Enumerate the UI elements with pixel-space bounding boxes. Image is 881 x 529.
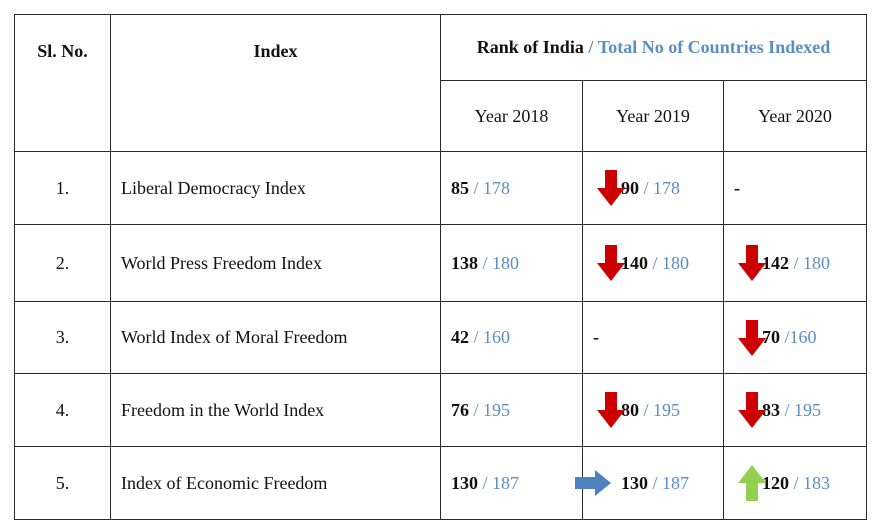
india-rank: 130 xyxy=(451,472,478,493)
no-data-dash: - xyxy=(734,177,740,198)
year-2020-cell: 142 / 180 xyxy=(723,224,867,302)
total-countries: / 195 xyxy=(643,399,681,420)
india-rank: 142 xyxy=(762,252,789,273)
red-down-arrow-icon xyxy=(597,392,625,428)
header-row-2: Year 2018 Year 2019 Year 2020 xyxy=(15,80,867,152)
year-2019-cell: 80 / 195 xyxy=(582,373,724,447)
red-down-arrow-icon xyxy=(738,319,766,356)
header-row-1: Sl. No. Index Rank of India / Total No o… xyxy=(14,14,867,152)
year-2018-cell: 138 / 180 xyxy=(440,224,583,302)
table-row: 1. Liberal Democracy Index 85 / 178 90 / 17… xyxy=(14,151,867,225)
year-2019-cell: 130 / 187 xyxy=(575,446,724,520)
red-down-arrow-icon xyxy=(597,245,625,281)
rank-value-group: 85 / 178 xyxy=(451,178,510,199)
no-data-dash: - xyxy=(593,327,599,347)
rank-value-group: 140 / 180 xyxy=(593,253,689,274)
year-2018-cell: 76 / 195 xyxy=(440,373,583,447)
year-2018-cell: 85 / 178 xyxy=(440,151,583,225)
rank-value-group: 76 / 195 xyxy=(451,400,510,421)
year-2018-cell: 130 / 187 xyxy=(440,446,583,520)
total-countries: / 187 xyxy=(652,472,690,493)
total-countries: / 187 xyxy=(482,472,520,493)
year-2020-cell: 83 / 195 xyxy=(723,373,867,447)
year-2019-cell: - xyxy=(582,301,724,374)
index-name: World Index of Moral Freedom xyxy=(110,301,441,374)
total-countries: / 178 xyxy=(643,177,681,198)
india-rank: 42 xyxy=(451,327,469,347)
serial-number: 3. xyxy=(14,301,111,374)
serial-number: 5. xyxy=(14,446,111,520)
total-countries: / 195 xyxy=(784,399,822,420)
serial-number: 2. xyxy=(14,224,111,302)
index-name: World Press Freedom Index xyxy=(110,224,441,302)
year-2019-cell: 140 / 180 xyxy=(582,224,724,302)
serial-number: 1. xyxy=(14,151,111,225)
rank-value-group: 80 / 195 xyxy=(593,400,680,421)
india-rank: 140 xyxy=(621,252,648,273)
year-2020-header: Year 2020 xyxy=(723,80,867,152)
india-freedom-index-table: Sl. No. Index Rank of India / Total No o… xyxy=(14,14,867,520)
red-down-arrow-icon xyxy=(597,170,625,206)
rank-value-group: 90 / 178 xyxy=(593,178,680,199)
total-countries: / 160 xyxy=(473,327,511,347)
index-name: Freedom in the World Index xyxy=(110,373,441,447)
blue-right-arrow-icon xyxy=(575,470,611,496)
rank-of-india-label: Rank of India xyxy=(476,37,584,57)
index-name: Liberal Democracy Index xyxy=(110,151,441,225)
india-rank: 138 xyxy=(451,252,478,273)
slash-separator: / xyxy=(588,37,594,57)
total-countries: / 180 xyxy=(652,252,690,273)
rank-value-group: 42 / 160 xyxy=(451,327,510,348)
india-rank: 90 xyxy=(621,177,639,198)
year-2018-cell: 42 / 160 xyxy=(440,301,583,374)
rank-value-group: 83 / 195 xyxy=(734,400,821,421)
india-rank: 83 xyxy=(762,399,780,420)
total-countries: / 180 xyxy=(793,252,831,273)
total-countries: / 178 xyxy=(473,177,511,198)
total-countries: /160 xyxy=(784,327,817,347)
rank-value-group: 70 /160 xyxy=(734,327,817,348)
total-countries-label: Total No of Countries Indexed xyxy=(597,37,831,57)
rank-value-group: 138 / 180 xyxy=(451,253,519,274)
india-rank: 130 xyxy=(621,472,648,493)
rank-value-group: 130 / 187 xyxy=(451,473,519,494)
rank-value-group: 120 / 183 xyxy=(734,473,830,494)
table-row: 2. World Press Freedom Index 138 / 180 140 … xyxy=(14,224,867,302)
india-rank: 80 xyxy=(621,399,639,420)
red-down-arrow-icon xyxy=(738,392,766,428)
index-name: Index of Economic Freedom xyxy=(110,446,441,520)
rank-header: Rank of India / Total No of Countries In… xyxy=(440,14,867,81)
serial-number: 4. xyxy=(14,373,111,447)
year-2020-cell: 120 / 183 xyxy=(723,446,867,520)
index-header: Index xyxy=(110,14,441,152)
india-rank: 85 xyxy=(451,177,469,198)
year-2019-header: Year 2019 xyxy=(582,80,724,152)
year-2020-cell: - xyxy=(723,151,867,225)
sl-no-header: Sl. No. xyxy=(14,14,111,152)
total-countries: / 195 xyxy=(473,399,511,420)
red-down-arrow-icon xyxy=(738,245,766,281)
table-row: 3. World Index of Moral Freedom 42 / 160 - 7… xyxy=(14,301,867,374)
year-2019-cell: 90 / 178 xyxy=(582,151,724,225)
table-row: 4. Freedom in the World Index 76 / 195 80 /… xyxy=(14,373,867,447)
year-2018-header: Year 2018 xyxy=(440,80,583,152)
rank-value-group: 142 / 180 xyxy=(734,253,830,274)
total-countries: / 183 xyxy=(793,472,831,493)
india-rank: 120 xyxy=(762,472,789,493)
green-up-arrow-icon xyxy=(738,465,766,501)
india-rank: 70 xyxy=(762,327,780,347)
rank-value-group: 130 / 187 xyxy=(593,473,689,494)
table-row: 5. Index of Economic Freedom 130 / 187 130 … xyxy=(14,446,867,520)
year-2020-cell: 70 /160 xyxy=(723,301,867,374)
india-rank: 76 xyxy=(451,399,469,420)
total-countries: / 180 xyxy=(482,252,520,273)
